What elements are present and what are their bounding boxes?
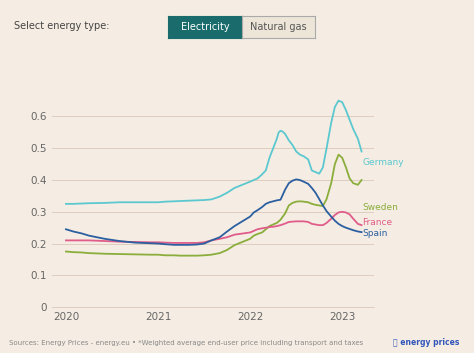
Text: France: France	[363, 219, 392, 227]
Text: Natural gas: Natural gas	[250, 22, 307, 32]
Text: Spain: Spain	[363, 229, 388, 238]
Text: Electricity: Electricity	[181, 22, 229, 32]
Text: Germany: Germany	[363, 158, 404, 167]
Text: Sweden: Sweden	[363, 203, 398, 211]
Text: Select energy type:: Select energy type:	[14, 22, 109, 31]
Text: Sources: Energy Prices - energy.eu • *Weighted average end-user price including : Sources: Energy Prices - energy.eu • *We…	[9, 340, 364, 346]
Text: ⓔ energy prices: ⓔ energy prices	[393, 338, 460, 347]
